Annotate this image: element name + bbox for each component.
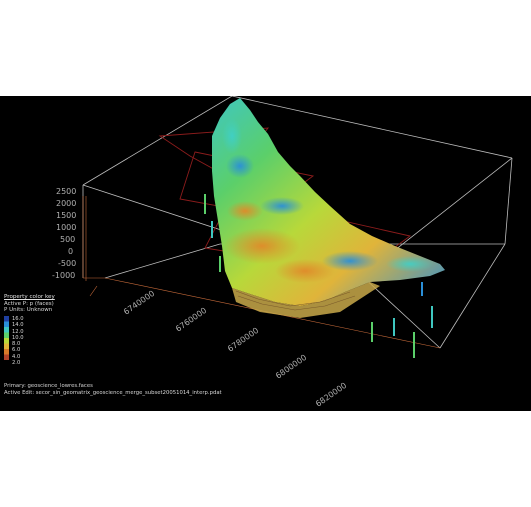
y-tick: 0 bbox=[68, 247, 73, 256]
active-edit-label: Active Edit: secor_sin_geomatrix_geoscie… bbox=[4, 389, 222, 396]
legend-units: P Units: Unknown bbox=[4, 307, 53, 314]
color-bar-labels: 16.0 14.0 12.0 10.0 8.0 6.0 4.0 2.0 bbox=[12, 316, 24, 366]
color-swatch bbox=[4, 338, 9, 344]
y-tick: 500 bbox=[60, 235, 75, 244]
3d-viewport[interactable]: 2500 2000 1500 1000 500 0 -500 -1000 674… bbox=[0, 96, 531, 411]
y-tick: -500 bbox=[58, 259, 76, 268]
legend-active-property: Active P: p (faces) bbox=[4, 300, 54, 307]
legend-title: Property color key bbox=[4, 294, 55, 300]
y-tick: 1500 bbox=[56, 211, 76, 220]
x-tick: 6780000 bbox=[226, 326, 260, 354]
color-swatch bbox=[4, 332, 9, 338]
geologic-surface bbox=[212, 98, 445, 318]
color-swatch bbox=[4, 321, 9, 327]
color-stop-label: 4.0 bbox=[12, 353, 21, 360]
color-stop-label: 6.0 bbox=[12, 347, 21, 354]
y-axis-ticks: 2500 2000 1500 1000 500 0 -500 -1000 bbox=[52, 187, 76, 280]
y-tick: 1000 bbox=[56, 223, 76, 232]
color-stop-label: 12.0 bbox=[12, 328, 24, 335]
y-tick: 2500 bbox=[56, 187, 76, 196]
well-sticks bbox=[204, 194, 433, 358]
x-tick: 6800000 bbox=[274, 353, 308, 381]
color-stop-label: 14.0 bbox=[12, 322, 24, 329]
x-tick: 6820000 bbox=[314, 381, 348, 409]
y-tick: -1000 bbox=[52, 271, 75, 280]
color-stop-label: 16.0 bbox=[12, 316, 24, 322]
color-bar bbox=[4, 316, 9, 360]
color-swatch bbox=[4, 343, 9, 349]
color-stop-label: 10.0 bbox=[12, 334, 24, 341]
3d-scene[interactable]: 2500 2000 1500 1000 500 0 -500 -1000 674… bbox=[0, 96, 531, 411]
color-stop-label: 2.0 bbox=[12, 360, 21, 367]
color-swatch bbox=[4, 354, 9, 360]
color-swatch bbox=[4, 349, 9, 355]
primary-object-label: Primary: geoscience_lowres.faces bbox=[4, 383, 93, 389]
y-tick: 2000 bbox=[56, 199, 76, 208]
viewport-status: Primary: geoscience_lowres.faces Active … bbox=[4, 383, 222, 396]
property-color-key: Property color key Active P: p (faces) P… bbox=[4, 294, 224, 366]
color-swatch bbox=[4, 316, 9, 322]
color-swatch bbox=[4, 327, 9, 333]
color-stop-label: 8.0 bbox=[12, 341, 21, 348]
